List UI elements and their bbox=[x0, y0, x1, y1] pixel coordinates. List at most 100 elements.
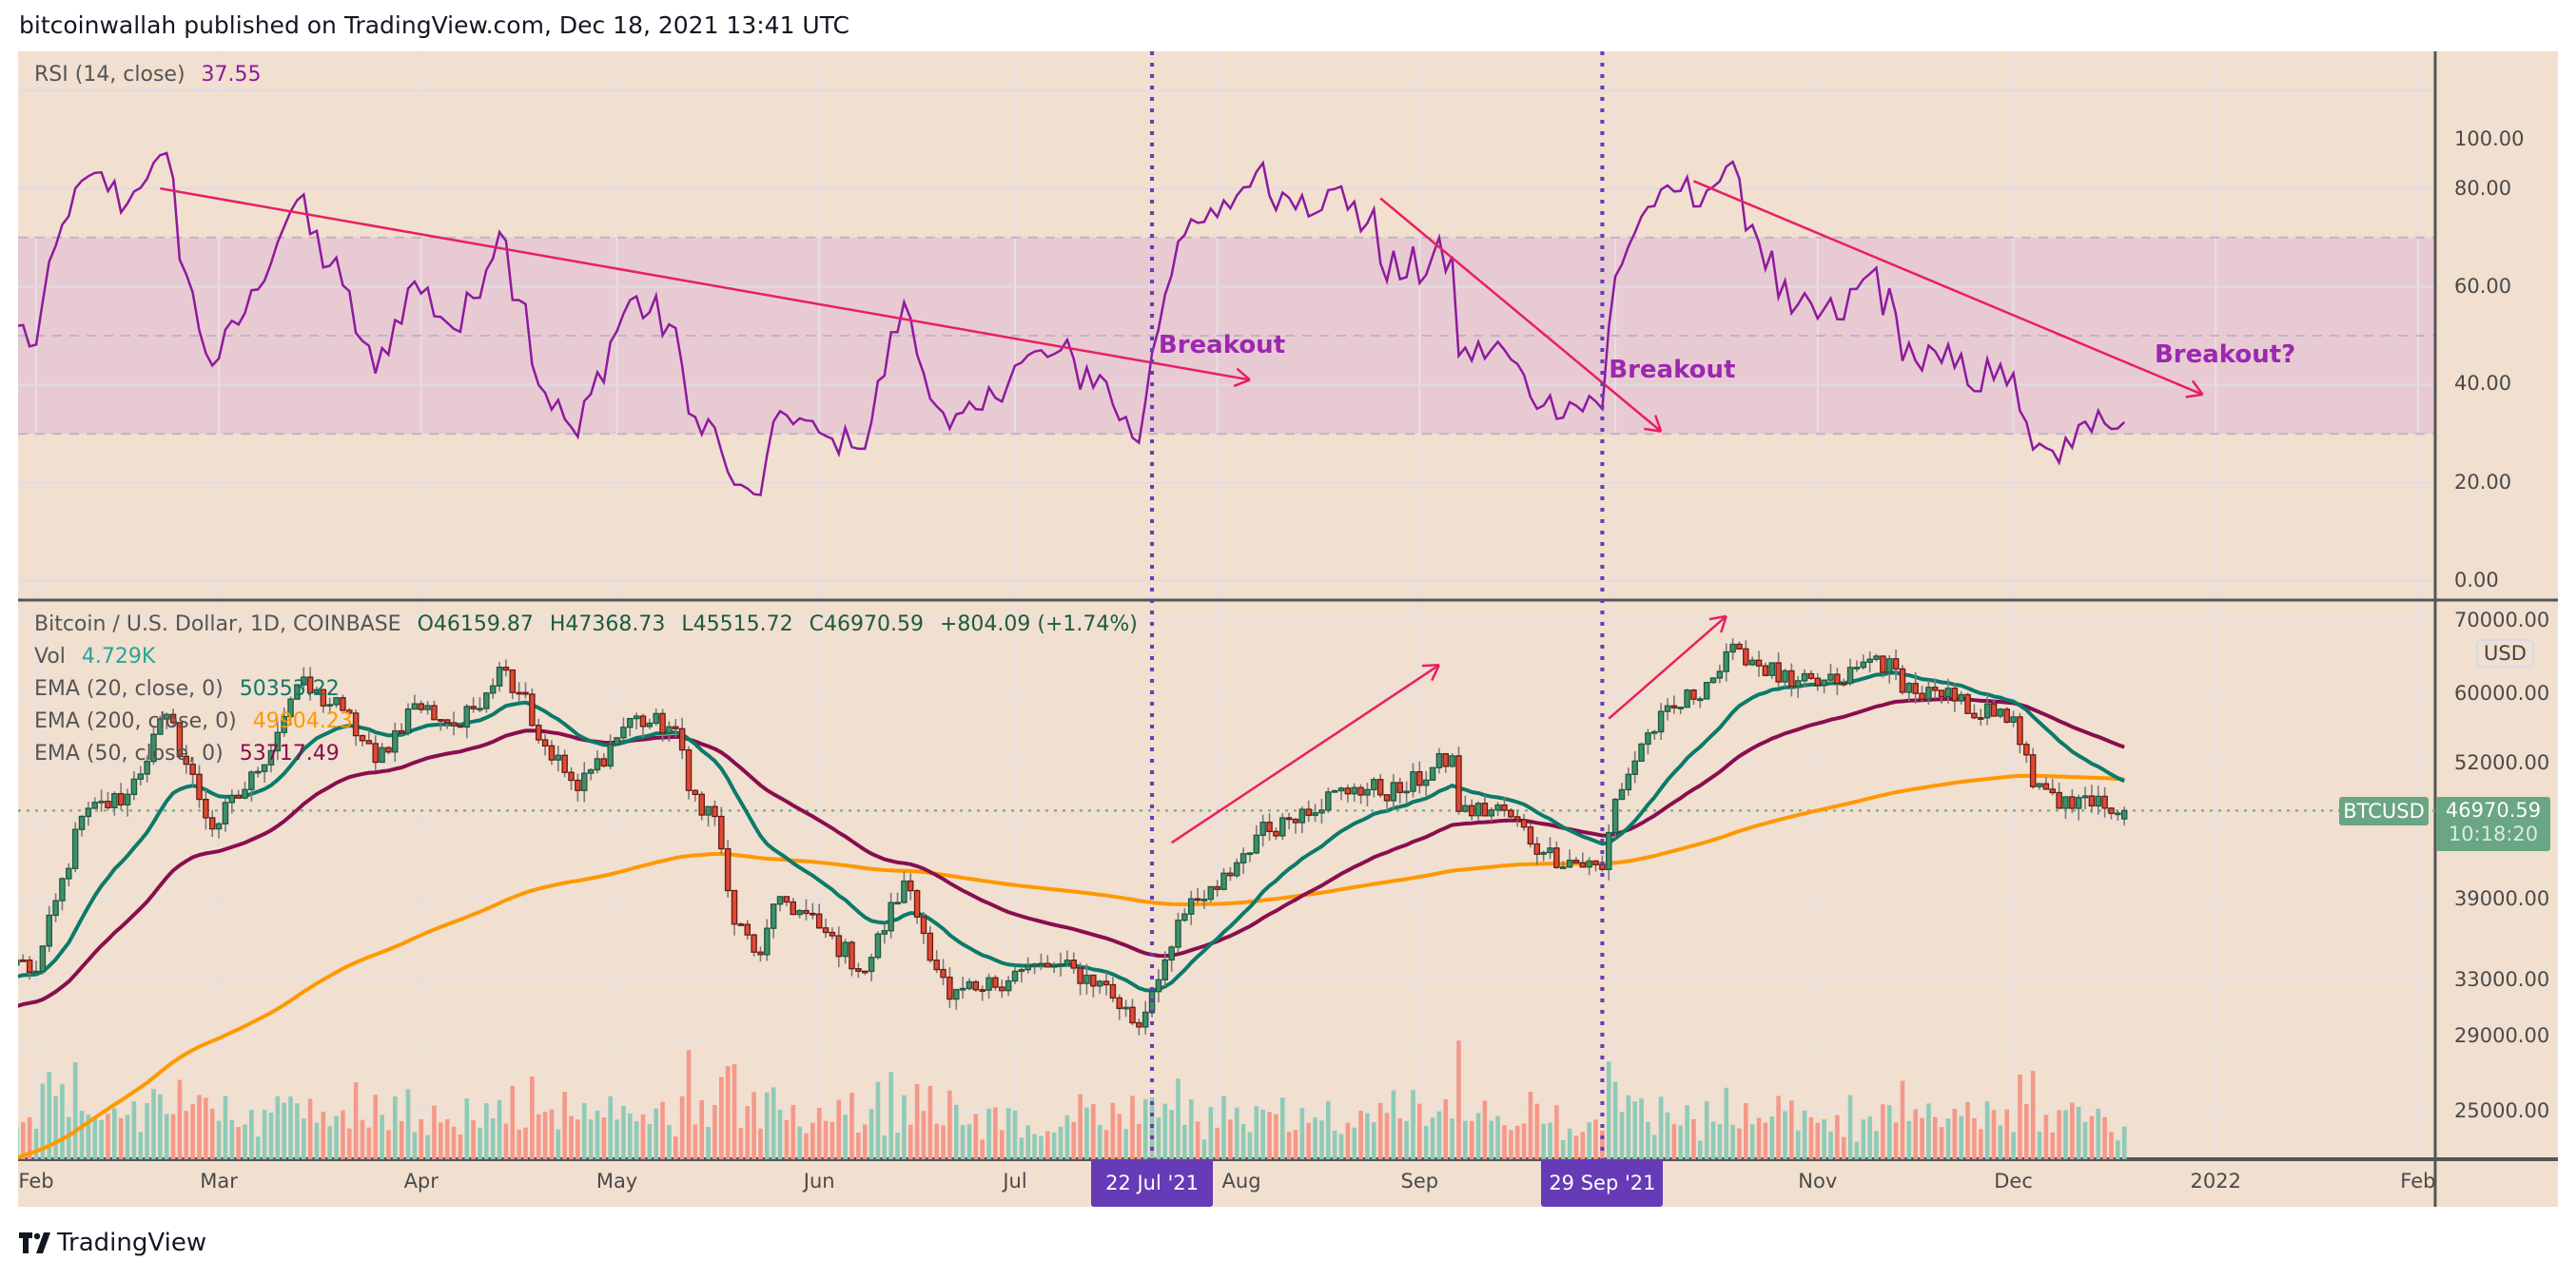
volume-bar bbox=[1358, 1110, 1363, 1159]
volume-bar bbox=[1495, 1115, 1500, 1159]
symbol-title[interactable]: Bitcoin / U.S. Dollar, 1D, COINBASE bbox=[34, 612, 401, 636]
candle bbox=[91, 802, 98, 809]
candle bbox=[1723, 650, 1729, 672]
volume-bar bbox=[712, 1104, 717, 1159]
volume-bar bbox=[1769, 1116, 1775, 1159]
candle bbox=[653, 712, 659, 725]
ohlc-open: O46159.87 bbox=[417, 612, 534, 636]
volume-bar bbox=[1162, 1103, 1168, 1159]
candle bbox=[946, 977, 953, 1000]
candle bbox=[1142, 1011, 1149, 1028]
candle bbox=[1690, 689, 1697, 700]
volume-bar bbox=[556, 1129, 561, 1159]
volume-bar bbox=[907, 1124, 913, 1159]
candle bbox=[1755, 659, 1763, 667]
rsi-legend-value: 37.55 bbox=[201, 63, 262, 87]
candle bbox=[215, 823, 223, 830]
candle bbox=[1925, 687, 1932, 700]
volume-bar bbox=[1032, 1134, 1037, 1159]
candle bbox=[1846, 667, 1854, 685]
volume-bar bbox=[679, 1096, 685, 1159]
volume-bar bbox=[732, 1063, 737, 1159]
candle bbox=[1038, 962, 1044, 966]
candle bbox=[52, 900, 59, 917]
volume-bar bbox=[2063, 1110, 2068, 1159]
volume-bar bbox=[2089, 1115, 2095, 1159]
volume-bar bbox=[576, 1119, 580, 1159]
breakout-annotation[interactable]: Breakout bbox=[1158, 330, 1286, 359]
candle bbox=[1239, 853, 1247, 863]
currency-badge[interactable]: USD bbox=[2476, 639, 2534, 668]
tradingview-logo[interactable]: TradingView bbox=[19, 1229, 206, 1257]
candle bbox=[1697, 698, 1704, 702]
volume-bar bbox=[1201, 1139, 1207, 1159]
candle bbox=[1814, 677, 1822, 687]
time-tick-label: 2022 bbox=[2190, 1170, 2241, 1193]
candle bbox=[1768, 662, 1776, 676]
volume-bar bbox=[2018, 1074, 2022, 1159]
price-arrow-head bbox=[1708, 614, 1727, 621]
candle bbox=[1716, 670, 1724, 679]
candle bbox=[1880, 655, 1886, 673]
candle bbox=[1618, 788, 1626, 801]
candle bbox=[1109, 983, 1117, 999]
candle bbox=[1344, 787, 1352, 795]
candle bbox=[737, 923, 745, 926]
volume-bar bbox=[667, 1125, 672, 1159]
candle bbox=[1298, 808, 1306, 824]
volume-bar bbox=[282, 1102, 286, 1159]
volume-bar bbox=[862, 1124, 868, 1159]
candle bbox=[594, 758, 601, 771]
rsi-legend: RSI (14, close) 37.55 bbox=[34, 63, 271, 87]
volume-bar bbox=[1991, 1110, 1997, 1159]
candle bbox=[2023, 744, 2030, 756]
ohlc-high: H47368.73 bbox=[549, 612, 666, 636]
candle bbox=[2088, 795, 2096, 807]
volume-bar bbox=[536, 1114, 541, 1159]
volume-bar bbox=[765, 1092, 770, 1159]
candle bbox=[196, 773, 203, 801]
volume-bar bbox=[1228, 1119, 1233, 1159]
volume-bar bbox=[751, 1092, 756, 1159]
time-tick-label: Apr bbox=[403, 1170, 439, 1193]
candle bbox=[2069, 796, 2076, 809]
breakout-annotation[interactable]: Breakout bbox=[1609, 355, 1736, 384]
volume-bar bbox=[1279, 1097, 1285, 1159]
volume-bar bbox=[1854, 1141, 1860, 1159]
candle bbox=[1005, 979, 1012, 992]
volume-bar bbox=[836, 1099, 842, 1159]
candle bbox=[1983, 703, 1991, 719]
candle bbox=[835, 935, 843, 958]
volume-bar bbox=[693, 1124, 698, 1159]
volume-bar bbox=[1626, 1095, 1631, 1159]
candle bbox=[1044, 962, 1051, 968]
volume-bar bbox=[1789, 1100, 1794, 1159]
volume-bar bbox=[444, 1118, 450, 1159]
volume-bar bbox=[640, 1114, 646, 1159]
candle bbox=[614, 737, 620, 746]
candle bbox=[1194, 898, 1201, 902]
volume-bar bbox=[79, 1111, 85, 1159]
candle bbox=[1435, 752, 1443, 768]
candle bbox=[712, 805, 718, 818]
publish-header: bitcoinwallah published on TradingView.c… bbox=[19, 11, 849, 39]
candle bbox=[1364, 788, 1371, 796]
volume-bar bbox=[380, 1115, 384, 1159]
candle bbox=[248, 771, 255, 790]
rsi-tick: 100.00 bbox=[2454, 127, 2525, 150]
volume-bar bbox=[2070, 1102, 2075, 1159]
rsi-tick: 20.00 bbox=[2454, 471, 2512, 494]
candle bbox=[913, 889, 921, 918]
candle bbox=[365, 740, 373, 745]
volume-bar bbox=[243, 1124, 247, 1159]
candle bbox=[1606, 831, 1612, 870]
breakout-annotation[interactable]: Breakout? bbox=[2154, 340, 2296, 370]
candle bbox=[1292, 818, 1299, 824]
price-arrow-head bbox=[1720, 615, 1727, 633]
candle bbox=[2095, 795, 2102, 807]
volume-bar bbox=[771, 1087, 776, 1159]
candle bbox=[1827, 673, 1834, 681]
volume-bar bbox=[262, 1109, 267, 1159]
volume-bar bbox=[849, 1093, 854, 1159]
